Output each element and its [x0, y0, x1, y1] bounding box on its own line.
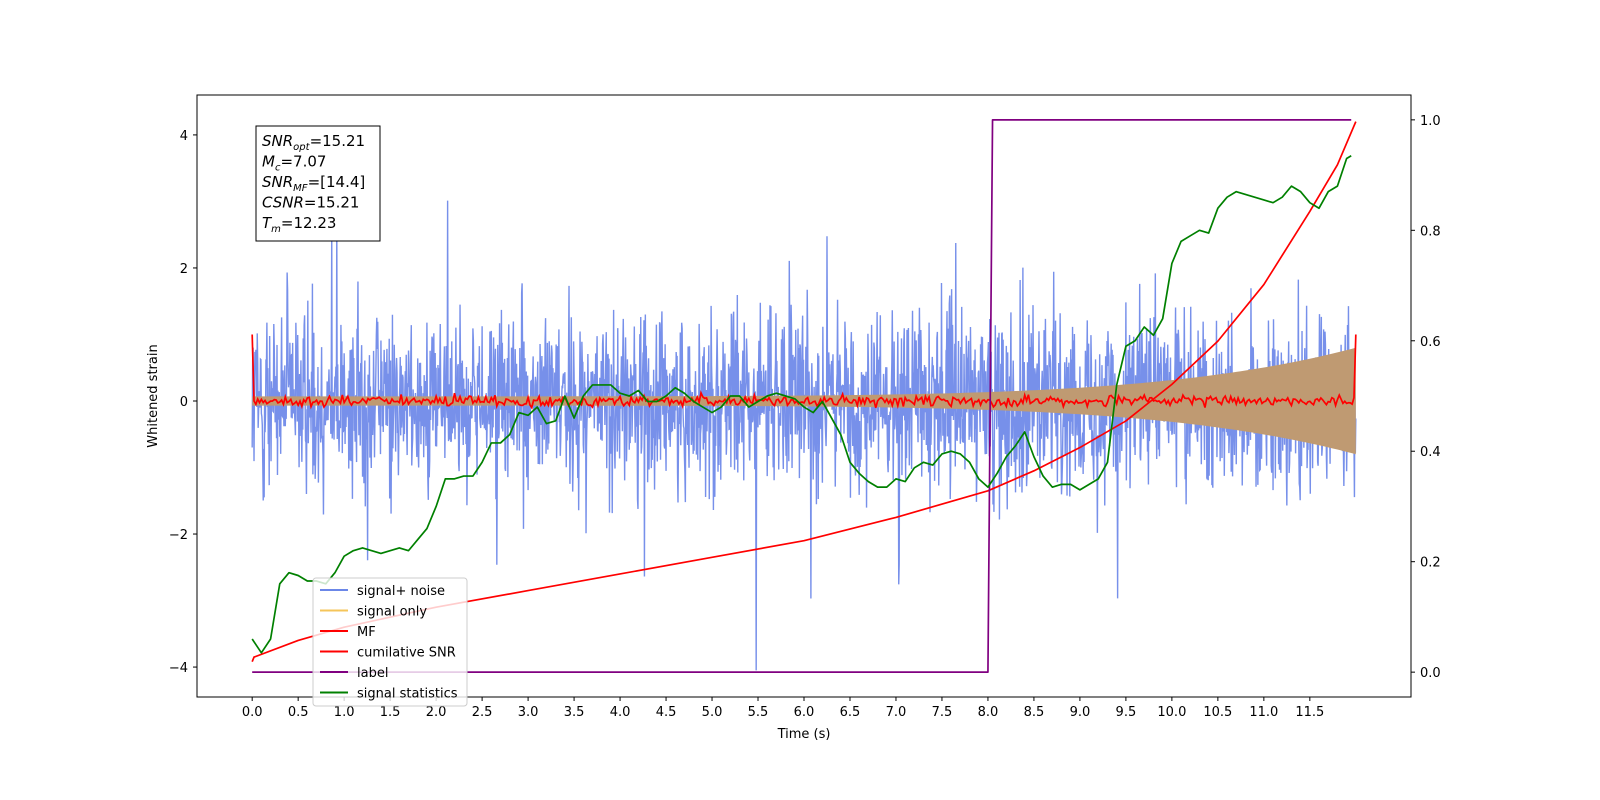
- y2-tick-label: 0.8: [1420, 224, 1441, 239]
- legend: signal+ noise signal only MF cumilative SNR…: [312, 577, 468, 707]
- annotation-symbol: CSNR: [262, 194, 304, 212]
- y-tick-label: 2: [180, 262, 188, 277]
- y-tick-label: 4: [180, 129, 188, 144]
- x-tick-label: 11.5: [1295, 705, 1324, 720]
- annotation-subscript: c: [275, 163, 281, 174]
- legend-label: signal only: [357, 605, 427, 620]
- y-axis-label: Whitened strain: [146, 344, 161, 447]
- annotation-line: Tm=12.23: [262, 214, 336, 235]
- legend-label: signal statistics: [357, 687, 458, 702]
- annotation-subscript: m: [271, 224, 281, 235]
- x-tick-label: 9.0: [1070, 705, 1091, 720]
- annotation-symbol: SNR: [262, 132, 293, 150]
- y2-tick-label: 0.2: [1420, 556, 1441, 571]
- x-tick-label: 4.0: [610, 705, 631, 720]
- annotation-value: =7.07: [280, 153, 326, 171]
- x-tick-label: 10.0: [1157, 705, 1186, 720]
- x-tick-label: 5.0: [702, 705, 723, 720]
- x-tick-label: 5.5: [748, 705, 769, 720]
- y-tick-label: −2: [169, 528, 188, 543]
- x-tick-label: 9.5: [1116, 705, 1137, 720]
- annotation-symbol: M: [262, 153, 275, 171]
- x-tick-label: 11.0: [1249, 705, 1278, 720]
- x-tick-label: 8.5: [1024, 705, 1045, 720]
- x-tick-label: 10.5: [1203, 705, 1232, 720]
- annotation-value: =15.21: [304, 194, 360, 212]
- x-tick-label: 0.0: [242, 705, 263, 720]
- annotation-subscript: opt: [293, 142, 310, 153]
- annotation-box: SNRopt=15.21Mc=7.07SNRMF=[14.4]CSNR=15.2…: [255, 125, 381, 242]
- legend-frame: [312, 577, 468, 707]
- annotation-subscript: MF: [293, 183, 308, 194]
- x-axis-label: Time (s): [777, 727, 831, 742]
- x-tick-label: 1.0: [334, 705, 355, 720]
- annotation-line: SNRopt=15.21: [262, 132, 365, 153]
- legend-label: label: [357, 666, 388, 681]
- y2-tick-label: 0.0: [1420, 666, 1441, 681]
- x-tick-label: 2.0: [426, 705, 447, 720]
- y2-tick-label: 0.6: [1420, 335, 1441, 350]
- series-signal-noise: [251, 200, 1357, 671]
- x-tick-label: 7.0: [886, 705, 907, 720]
- series-signal-statistics: [251, 155, 1352, 654]
- series-mf: [251, 334, 1357, 410]
- annotation-value: =15.21: [310, 132, 366, 150]
- legend-label: cumilative SNR: [357, 646, 456, 661]
- annotation-value: =[14.4]: [308, 173, 366, 191]
- x-tick-label: 6.0: [794, 705, 815, 720]
- x-tick-label: 6.5: [840, 705, 861, 720]
- x-tick-label: 2.5: [472, 705, 493, 720]
- annotation-line: Mc=7.07: [262, 153, 326, 174]
- axes: 0.0 0.5 1.0 1.5 2.0 2.5 3.0 3.5 4.0 4.5 5.0 5.5 6.0 6…: [146, 94, 1441, 742]
- annotation-frame: [255, 125, 381, 242]
- annotation-line: SNRMF=[14.4]: [262, 173, 365, 194]
- x-tick-label: 0.5: [288, 705, 309, 720]
- x-tick-label: 4.5: [656, 705, 677, 720]
- y-tick-label: −4: [169, 661, 188, 676]
- y-tick-label: 0: [180, 395, 188, 410]
- x-tick-label: 3.0: [518, 705, 539, 720]
- legend-label: signal+ noise: [357, 584, 445, 599]
- annotation-value: =12.23: [281, 214, 337, 232]
- legend-label: MF: [357, 625, 376, 640]
- series-label: [252, 119, 1352, 673]
- x-tick-label: 7.5: [932, 705, 953, 720]
- y2-tick-label: 0.4: [1420, 445, 1441, 460]
- y2-tick-label: 1.0: [1420, 114, 1441, 129]
- annotation-symbol: SNR: [262, 173, 293, 191]
- x-tick-label: 3.5: [564, 705, 585, 720]
- x-tick-label: 8.0: [978, 705, 999, 720]
- annotation-symbol: T: [262, 214, 273, 232]
- annotation-line: CSNR=15.21: [262, 194, 359, 212]
- x-tick-label: 1.5: [380, 705, 401, 720]
